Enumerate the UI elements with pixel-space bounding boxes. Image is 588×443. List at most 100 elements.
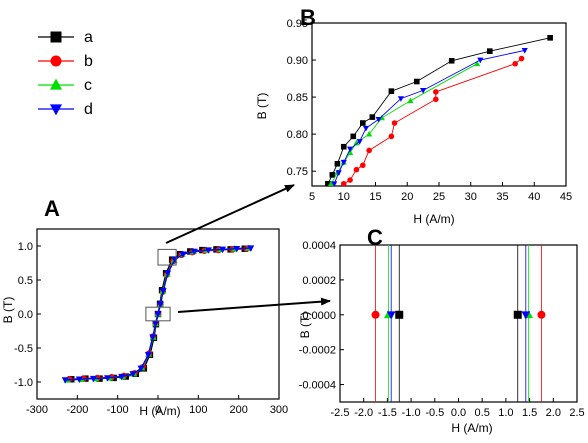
- panel-b-point-c: [347, 149, 354, 156]
- panel-b-point-b: [366, 147, 372, 154]
- panel-c-zoom-origin: H (A/m) B (T) -2.5 -2.0 -1.5 -1.0 -0.5 0.0 0.5…: [298, 240, 585, 435]
- panel-b-zoom-saturation: H (A/m) B (T) 5 10 15 20 25 30 35 40 45 0.75 0.80 0…: [255, 18, 572, 226]
- x-tick-label: -300: [26, 404, 48, 416]
- y-tick-label: 0.5: [18, 275, 33, 287]
- panel-a-point-d: [219, 246, 227, 254]
- x-tick-label: 35: [496, 191, 508, 203]
- panel-b-point-a: [325, 180, 331, 186]
- panel-b-point-a: [369, 114, 376, 120]
- panel-a-hysteresis-loop: H (A/m) B (T) -300 -200 -100 0 100 200 300 -1.0…: [1, 228, 288, 418]
- zoom-arrow-to-b: [165, 184, 295, 244]
- panel-b-frame: [311, 22, 567, 187]
- panel-a-point-d: [75, 376, 83, 383]
- panel-a-point-d: [159, 288, 167, 295]
- panel-a-point-d: [129, 371, 137, 378]
- x-tick-label: 2.5: [569, 407, 584, 419]
- panel-b-point-d: [331, 181, 338, 186]
- panel-a-point-d: [104, 375, 112, 382]
- panel-b-point-c: [366, 130, 373, 137]
- y-tick-label: 0.0: [18, 309, 33, 321]
- panel-b-point-b: [512, 60, 518, 67]
- panel-a-point-d: [156, 301, 164, 309]
- x-tick-label: 20: [401, 191, 413, 203]
- panel-b-point-b: [388, 133, 395, 140]
- x-tick-label: 0.5: [475, 407, 490, 419]
- y-tick-label: -0.0002: [299, 345, 336, 357]
- panel-a-point-d: [149, 334, 157, 341]
- legend-marker-b: [50, 55, 62, 67]
- y-tick-label: 0.85: [287, 92, 308, 104]
- panel-b-point-b: [360, 162, 366, 169]
- panel-label-c: C: [367, 225, 383, 250]
- x-tick-label: 100: [189, 404, 207, 416]
- x-tick-label: 10: [338, 191, 350, 203]
- x-tick-label: 300: [270, 404, 288, 416]
- panel-a-ylabel: B (T): [1, 297, 15, 324]
- panel-a-point-d: [190, 248, 198, 256]
- panel-c-point-b: [537, 310, 546, 319]
- panel-b-point-c: [328, 180, 335, 186]
- panel-b-point-d: [356, 139, 363, 145]
- legend-label-b: b: [84, 53, 93, 70]
- x-tick-label: -0.5: [425, 407, 444, 419]
- panel-a-point-d: [233, 246, 241, 253]
- panel-b-point-a: [334, 160, 341, 167]
- panel-b-point-d: [335, 170, 342, 176]
- panel-b-point-b: [391, 120, 398, 126]
- panel-b-curve-a: [327, 37, 551, 184]
- panel-c-point-a: [395, 310, 404, 319]
- y-tick-label: 0.90: [287, 55, 308, 67]
- panel-a-point-d: [118, 373, 126, 381]
- y-tick-label: 0.0000: [302, 310, 336, 322]
- panel-b-point-a: [547, 35, 553, 41]
- panel-c-point-d: [521, 311, 531, 320]
- panel-a-point-d: [171, 256, 179, 264]
- panel-b-point-c: [353, 139, 360, 146]
- panel-b-xlabel: H (A/m): [413, 212, 454, 226]
- panel-b-point-d: [397, 96, 404, 102]
- panel-b-ylabel: B (T): [255, 93, 269, 120]
- panel-b-point-a: [388, 88, 395, 94]
- zoom-box-b: [157, 248, 177, 266]
- legend-label-d: d: [84, 101, 93, 118]
- panel-b-point-a: [360, 120, 366, 126]
- y-tick-label: -0.0004: [299, 380, 336, 392]
- panel-b-point-b: [433, 96, 439, 103]
- panel-b-curve-b: [343, 58, 522, 185]
- panel-a-point-d: [144, 352, 152, 359]
- x-tick-label: 5: [309, 191, 315, 203]
- x-tick-label: 25: [433, 191, 445, 203]
- panel-a-point-d: [247, 245, 255, 252]
- panel-a-point-d: [61, 377, 69, 384]
- panel-b-point-b: [518, 55, 525, 62]
- panel-b-point-d: [375, 116, 382, 123]
- x-tick-label: 40: [528, 191, 540, 203]
- panel-b-point-c: [407, 97, 414, 104]
- x-tick-label: 1.5: [522, 407, 537, 419]
- panel-b-point-d: [347, 146, 354, 153]
- panel-a-point-d: [204, 247, 212, 254]
- y-tick-label: 0.0004: [302, 240, 336, 252]
- panel-c-point-b: [371, 310, 380, 319]
- panel-b-point-b: [433, 89, 439, 95]
- x-tick-label: 45: [560, 191, 572, 203]
- panel-b-plot-area: [325, 35, 553, 186]
- panel-a-xlabel: H (A/m): [139, 404, 180, 418]
- panel-a-point-d: [89, 375, 97, 383]
- x-tick-label: -2.0: [354, 407, 373, 419]
- y-tick-label: -1.0: [14, 377, 33, 389]
- y-tick-label: 1.0: [18, 241, 33, 253]
- legend-label-c: c: [84, 77, 92, 94]
- zoom-box-c: [145, 306, 171, 322]
- panel-b-point-d: [521, 48, 528, 54]
- panel-b-point-d: [477, 57, 484, 64]
- y-tick-label: -0.5: [14, 343, 33, 355]
- panel-b-point-c: [474, 60, 481, 67]
- panel-c-point-d: [386, 311, 396, 320]
- panel-a-point-d: [154, 311, 162, 318]
- panel-b-point-a: [340, 143, 347, 150]
- x-tick-label: -2.5: [331, 407, 350, 419]
- x-tick-label: 200: [229, 404, 247, 416]
- x-tick-label: 1.0: [498, 407, 513, 419]
